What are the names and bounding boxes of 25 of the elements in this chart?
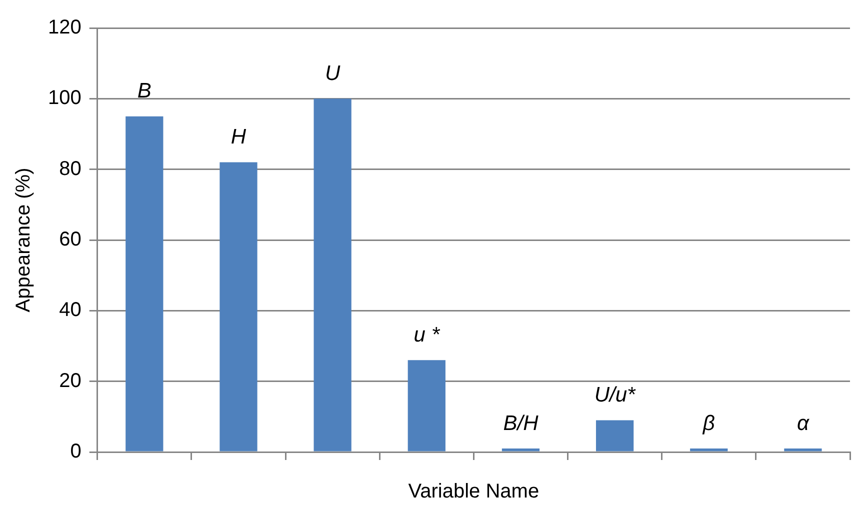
x-tick-label: u * [414,323,440,346]
bar [596,420,634,452]
y-tick-label: 80 [59,158,82,180]
bar [690,448,728,452]
x-tick-label: β [702,412,715,435]
y-tick-label: 0 [70,440,82,463]
y-tick-label: 20 [59,370,82,392]
bar [784,448,822,452]
x-tick-label: B/H [503,412,540,435]
y-tick-label: 120 [48,16,82,39]
y-tick-label: 60 [59,228,82,251]
x-tick-label: H [230,126,247,149]
x-tick-label: U/u* [594,384,636,407]
bar [126,116,164,452]
bar [502,448,540,452]
y-tick-label: 100 [48,87,82,110]
bar [408,360,446,452]
bar [314,98,352,452]
x-axis-title: Variable Name [408,480,540,503]
x-tick-label: α [796,412,810,435]
y-axis-title: Appearance (%) [12,168,35,312]
bar [220,162,258,452]
x-tick-label: U [324,62,341,86]
x-tick-label: B [137,80,152,103]
y-tick-label: 40 [59,299,82,322]
